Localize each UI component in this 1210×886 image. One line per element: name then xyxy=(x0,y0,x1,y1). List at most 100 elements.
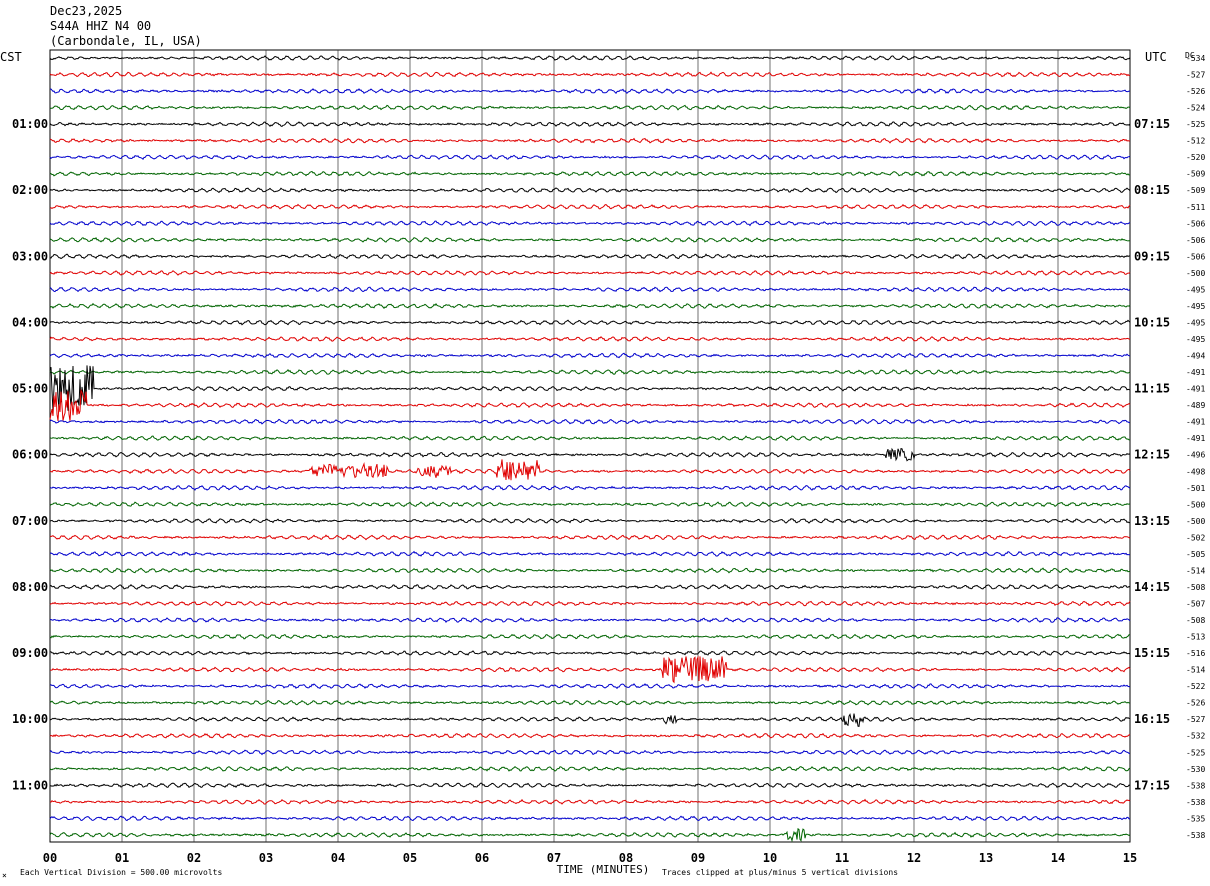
trace-line xyxy=(49,352,1131,359)
trace-line xyxy=(49,368,1131,375)
dc-offset-label: -526 xyxy=(1186,87,1205,96)
trace-line xyxy=(49,435,1131,441)
dc-offset-label: -522 xyxy=(1186,682,1205,691)
trace-line xyxy=(49,154,1131,160)
dc-offset-label: -498 xyxy=(1186,467,1205,476)
trace-line xyxy=(49,827,1131,843)
corner-mark: × xyxy=(2,871,7,880)
right-hour-label: 15:15 xyxy=(1134,646,1170,660)
dc-offset-label: -535 xyxy=(1186,814,1205,823)
plot-frame xyxy=(49,49,1131,843)
dc-offset-label: -524 xyxy=(1186,104,1205,113)
dc-offset-label: -496 xyxy=(1186,451,1205,460)
trace-line xyxy=(49,534,1131,541)
trace-line xyxy=(49,104,1131,111)
dc-offset-label: -494 xyxy=(1186,352,1205,361)
trace-line xyxy=(50,655,1131,684)
dc-offset-label: -538 xyxy=(1186,831,1205,840)
clip-note: Traces clipped at plus/minus 5 vertical … xyxy=(662,868,898,877)
x-tick-label: 03 xyxy=(259,851,273,865)
trace-line xyxy=(49,187,1131,194)
right-hour-label: 17:15 xyxy=(1134,778,1170,792)
scale-note: Each Vertical Division = 500.00 microvol… xyxy=(20,868,222,877)
dc-offset-label: -500 xyxy=(1186,517,1205,526)
left-hour-label: 05:00 xyxy=(12,382,48,396)
dc-offset-label: -520 xyxy=(1186,153,1205,162)
trace-line xyxy=(49,713,1130,727)
dc-offset-label: -507 xyxy=(1186,599,1205,608)
dc-offset-label: -525 xyxy=(1186,120,1205,129)
dc-offset-label: -491 xyxy=(1186,418,1205,427)
x-tick-label: 06 xyxy=(475,851,489,865)
trace-line xyxy=(49,699,1131,706)
trace-line xyxy=(49,137,1131,144)
dc-offset-label: -491 xyxy=(1186,434,1205,443)
header-station: S44A HHZ N4 00 xyxy=(50,19,152,33)
dc-offset-label: -525 xyxy=(1186,748,1205,757)
x-tick-label: 08 xyxy=(619,851,633,865)
right-hour-label: 13:15 xyxy=(1134,514,1170,528)
trace-line xyxy=(49,388,1131,421)
x-tick-label: 14 xyxy=(1051,851,1065,865)
trace-line xyxy=(49,237,1130,243)
trace-line xyxy=(49,518,1131,524)
dc-offset-label: -506 xyxy=(1186,236,1205,245)
trace-line xyxy=(49,732,1131,739)
dc-offset-label: -534 xyxy=(1186,54,1205,63)
dc-offset-label: -516 xyxy=(1186,649,1205,658)
x-tick-label: 04 xyxy=(331,851,345,865)
dc-offset-label: -501 xyxy=(1186,484,1205,493)
left-hour-label: 09:00 xyxy=(12,646,48,660)
dc-offset-label: -491 xyxy=(1186,385,1205,394)
x-tick-label: 10 xyxy=(763,851,777,865)
trace-line xyxy=(49,798,1131,805)
left-hour-label: 08:00 xyxy=(12,580,48,594)
x-tick-label: 07 xyxy=(547,851,561,865)
right-hour-label: 11:15 xyxy=(1134,382,1170,396)
x-tick-label: 13 xyxy=(979,851,993,865)
dc-offset-label: -506 xyxy=(1186,219,1205,228)
right-hour-label: 08:15 xyxy=(1134,183,1170,197)
left-hour-label: 06:00 xyxy=(12,448,48,462)
x-tick-label: 05 xyxy=(403,851,417,865)
dc-offset-label: -502 xyxy=(1186,533,1205,542)
x-tick-label: 00 xyxy=(43,851,57,865)
right-hour-label: 16:15 xyxy=(1134,712,1170,726)
x-tick-label: 09 xyxy=(691,851,705,865)
right-hour-label: 10:15 xyxy=(1134,315,1170,329)
trace-line xyxy=(49,170,1131,177)
x-tick-label: 02 xyxy=(187,851,201,865)
dc-label: DC xyxy=(1185,51,1195,60)
x-tick-label: 11 xyxy=(835,851,849,865)
trace-line xyxy=(49,365,1131,412)
trace-line xyxy=(49,418,1131,425)
dc-offset-label: -508 xyxy=(1186,616,1205,625)
x-tick-label: 12 xyxy=(907,851,921,865)
trace-line xyxy=(49,88,1131,95)
trace-line xyxy=(49,782,1131,789)
x-tick-label: 15 xyxy=(1123,851,1137,865)
dc-offset-label: -500 xyxy=(1186,269,1205,278)
left-hour-label: 11:00 xyxy=(12,778,48,792)
trace-line xyxy=(49,766,1131,772)
trace-line xyxy=(49,319,1131,326)
left-hour-label: 04:00 xyxy=(12,315,48,329)
left-hour-label: 02:00 xyxy=(12,183,48,197)
trace-line xyxy=(49,600,1131,607)
dc-offset-label: -514 xyxy=(1186,566,1205,575)
dc-offset-label: -500 xyxy=(1186,500,1205,509)
dc-offset-label: -538 xyxy=(1186,798,1205,807)
trace-line xyxy=(49,336,1131,343)
trace-line xyxy=(49,550,1131,557)
right-hour-label: 09:15 xyxy=(1134,249,1170,263)
dc-offset-label: -527 xyxy=(1186,71,1205,80)
dc-offset-label: -509 xyxy=(1186,186,1205,195)
trace-line xyxy=(49,749,1130,756)
dc-offset-label: -495 xyxy=(1186,302,1205,311)
dc-offset-label: -514 xyxy=(1186,666,1205,675)
trace-line xyxy=(49,650,1131,656)
trace-line xyxy=(49,71,1131,78)
trace-line xyxy=(49,584,1131,590)
header-date: Dec23,2025 xyxy=(50,4,123,18)
dc-offset-label: -527 xyxy=(1186,715,1205,724)
